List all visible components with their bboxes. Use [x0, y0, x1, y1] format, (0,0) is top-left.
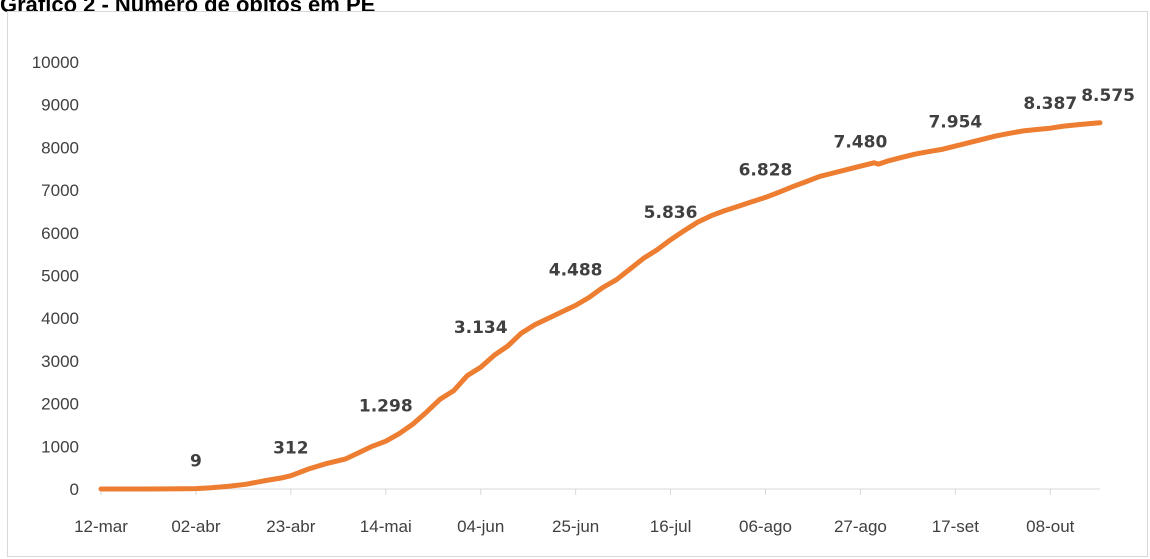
x-tick-label: 14-mai: [360, 517, 412, 536]
data-label: 4.488: [549, 260, 603, 280]
x-tick-label: 25-jun: [552, 517, 599, 536]
x-tick-label: 27-ago: [834, 517, 887, 536]
data-labels: 9 312 1.298 3.134 4.488 5.836 6.828 7.480 7.954 8…: [190, 86, 1135, 472]
data-label: 8.387: [1023, 94, 1077, 114]
y-tick-label: 0: [70, 480, 79, 499]
data-label: 7.954: [928, 112, 982, 132]
series-group: [98, 120, 1103, 492]
x-tick-label: 17-set: [932, 517, 980, 536]
x-tick-label: 08-out: [1026, 517, 1074, 536]
data-label: 8.575: [1081, 86, 1135, 106]
y-tick-label: 10000: [32, 53, 79, 72]
y-tick-label: 8000: [41, 138, 79, 157]
y-tick-label: 6000: [41, 224, 79, 243]
data-label: 1.298: [359, 397, 413, 417]
y-tick-label: 7000: [41, 181, 79, 200]
x-tick-label: 16-jul: [650, 517, 692, 536]
y-tick-label: 5000: [41, 267, 79, 286]
data-label: 9: [190, 452, 202, 472]
y-tick-label: 4000: [41, 309, 79, 328]
y-tick-label: 2000: [41, 395, 79, 414]
x-tick-label: 06-ago: [739, 517, 792, 536]
data-label: 6.828: [739, 160, 793, 180]
x-tick-label: 23-abr: [266, 517, 315, 536]
y-tick-label: 1000: [41, 437, 79, 456]
x-tick-label: 12-mar: [74, 517, 128, 536]
data-label: 312: [273, 439, 309, 459]
y-axis: 0 1000 2000 3000 4000 5000 6000 7000 8000 9000 100…: [32, 53, 79, 499]
data-label: 3.134: [454, 318, 508, 338]
chart-frame: [7, 11, 1148, 557]
y-tick-label: 9000: [41, 96, 79, 115]
x-tick-label: 04-jun: [457, 517, 504, 536]
series-line: [98, 120, 1103, 492]
data-label: 7.480: [834, 133, 888, 153]
y-tick-label: 3000: [41, 352, 79, 371]
x-axis: 12-mar 02-abr 23-abr 14-mai 04-jun 25-jun 16-j…: [74, 488, 1100, 536]
x-tick-label: 02-abr: [171, 517, 220, 536]
data-label: 5.836: [644, 203, 698, 223]
